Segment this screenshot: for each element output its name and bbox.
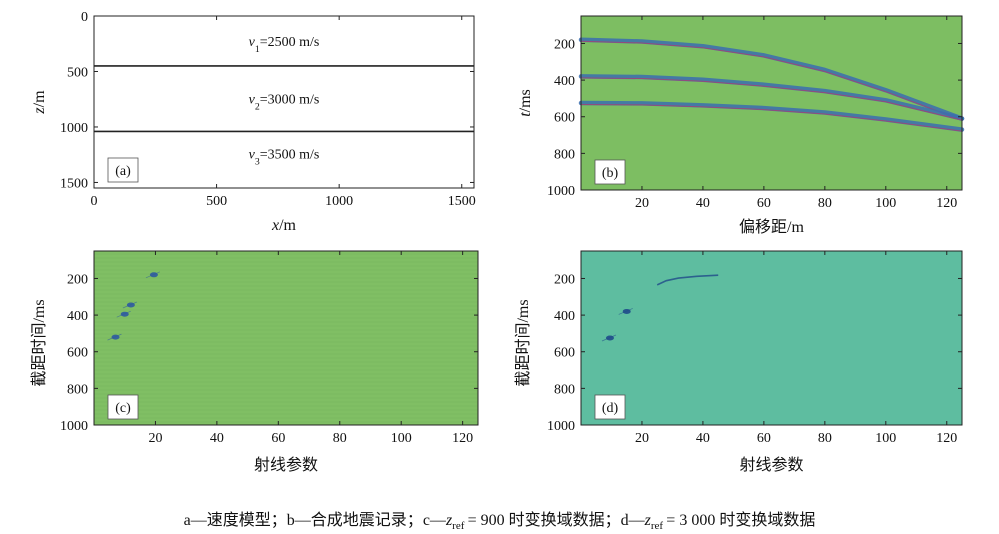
energy-streak: [656, 274, 719, 286]
y-axis-label: t/ms: [517, 89, 534, 117]
reflection-event-1: [578, 37, 965, 121]
reflection-event-edge-1: [580, 40, 963, 121]
x-tick-label: 120: [452, 431, 473, 446]
caption-b: b—合成地震记录: [286, 512, 407, 529]
caption-sep-3: ；: [604, 512, 621, 529]
y-tick-label: 1500: [60, 176, 88, 191]
plot-frame: [580, 15, 963, 191]
y-tick-label: 200: [554, 37, 575, 52]
panel-label: (c): [115, 401, 131, 416]
layer-velocity-label: v2=3000 m/s: [249, 93, 320, 113]
x-tick-label: 100: [391, 431, 412, 446]
y-axis-label: 截距时间/ms: [30, 299, 48, 386]
panel-label: (a): [115, 164, 131, 179]
layer-velocity-label: v3=3500 m/s: [249, 148, 320, 168]
caption-c-value: = 900 时变换域数据: [467, 512, 605, 529]
panel-c: 20 40 60 80 100 120 200 400 600 800 1000 (c) 射线参数 截距时…: [30, 250, 479, 474]
plot-frame: [93, 250, 479, 426]
energy-smear: [122, 301, 138, 309]
x-tick-label: 100: [875, 196, 896, 211]
y-tick-label: 800: [554, 382, 575, 397]
plot-frame: [580, 250, 963, 426]
y-tick-label: 1000: [60, 121, 88, 136]
reflection-event-2: [578, 74, 965, 121]
y-tick-label: 600: [554, 346, 575, 361]
y-tick-label: 800: [67, 382, 88, 397]
x-tick-label: 60: [271, 431, 285, 446]
x-tick-label: 120: [936, 431, 957, 446]
x-tick-label: 80: [333, 431, 347, 446]
y-tick-label: 400: [554, 74, 575, 89]
caption-d-sub: ref: [650, 520, 664, 533]
x-tick-label: 40: [210, 431, 224, 446]
y-tick-label: 600: [554, 111, 575, 126]
x-tick-label: 100: [875, 431, 896, 446]
panel-label-box: [107, 157, 139, 183]
x-tick-label: 1500: [448, 194, 476, 209]
reflection-event-edge-2: [580, 77, 963, 121]
caption-d-var: z: [644, 512, 651, 529]
x-axis-label: x/m: [271, 217, 297, 234]
y-tick-label: 400: [67, 309, 88, 324]
x-tick-label: 1000: [325, 194, 353, 209]
y-tick-label: 800: [554, 147, 575, 162]
plot-background: [94, 251, 478, 425]
caption-c-var: z: [445, 512, 453, 529]
y-tick-label: 1000: [60, 419, 88, 434]
panel-label: (b): [602, 166, 619, 181]
x-axis-label: 射线参数: [739, 456, 803, 474]
panel-label-box: [594, 159, 626, 185]
y-tick-label: 200: [67, 272, 88, 287]
plot-background: [581, 251, 962, 425]
energy-smear: [601, 334, 617, 342]
x-tick-label: 80: [818, 196, 832, 211]
x-tick-label: 20: [635, 196, 649, 211]
layer-velocity-label: v1=2500 m/s: [249, 35, 320, 55]
caption-c-sub: ref: [452, 520, 465, 533]
x-tick-label: 20: [148, 431, 162, 446]
x-tick-label: 20: [635, 431, 649, 446]
energy-smear: [116, 310, 131, 318]
x-tick-label: 0: [91, 194, 98, 209]
figure-caption: a—速度模型；b—合成地震记录；c—zref = 900 时变换域数据；d—zr…: [0, 506, 999, 532]
caption-sep-1: ；: [270, 512, 287, 529]
x-tick-label: 120: [936, 196, 957, 211]
caption-sep-2: ；: [406, 512, 423, 529]
x-tick-label: 40: [696, 431, 710, 446]
x-tick-label: 80: [818, 431, 832, 446]
x-tick-label: 60: [757, 431, 771, 446]
panel-label: (d): [602, 401, 619, 416]
y-tick-label: 500: [67, 65, 88, 80]
plot-frame: [93, 15, 475, 189]
caption-d-prefix: d—: [620, 512, 645, 529]
y-tick-label: 1000: [547, 419, 575, 434]
reflection-event-edge-3: [580, 104, 963, 132]
panel-b: 20 40 60 80 100 120 200 400 600 800 1000 (b) 偏移距/m t/…: [517, 15, 965, 236]
y-tick-label: 1000: [547, 184, 575, 199]
x-axis-label: 偏移距/m: [739, 218, 804, 236]
x-tick-label: 60: [757, 196, 771, 211]
x-axis-label: 射线参数: [254, 456, 318, 474]
energy-smear: [618, 308, 633, 315]
energy-smear: [145, 271, 161, 279]
panel-d: 20 40 60 80 100 120 200 400 600 800 1000 (d) 射线参数 截距时…: [514, 250, 963, 474]
panel-label-box: [107, 394, 139, 420]
y-tick-label: 600: [67, 346, 88, 361]
x-tick-label: 40: [696, 196, 710, 211]
y-tick-label: 200: [554, 272, 575, 287]
y-tick-label: 400: [554, 309, 575, 324]
caption-a: a—速度模型: [183, 512, 271, 529]
plot-background: [94, 16, 474, 188]
y-tick-label: 0: [81, 10, 88, 25]
y-axis-label: 截距时间/ms: [514, 299, 532, 386]
y-axis-label: z/m: [31, 90, 48, 115]
panel-label-box: [594, 394, 626, 420]
caption-c-prefix: c—: [422, 512, 446, 529]
energy-smear: [107, 333, 122, 341]
panel-a: v1=2500 m/s v2=3000 m/s v3=3500 m/s 0 500 100…: [31, 10, 476, 234]
reflection-event-3: [578, 100, 965, 132]
x-tick-label: 500: [206, 194, 227, 209]
caption-d-value: = 3 000 时变换域数据: [666, 512, 816, 529]
